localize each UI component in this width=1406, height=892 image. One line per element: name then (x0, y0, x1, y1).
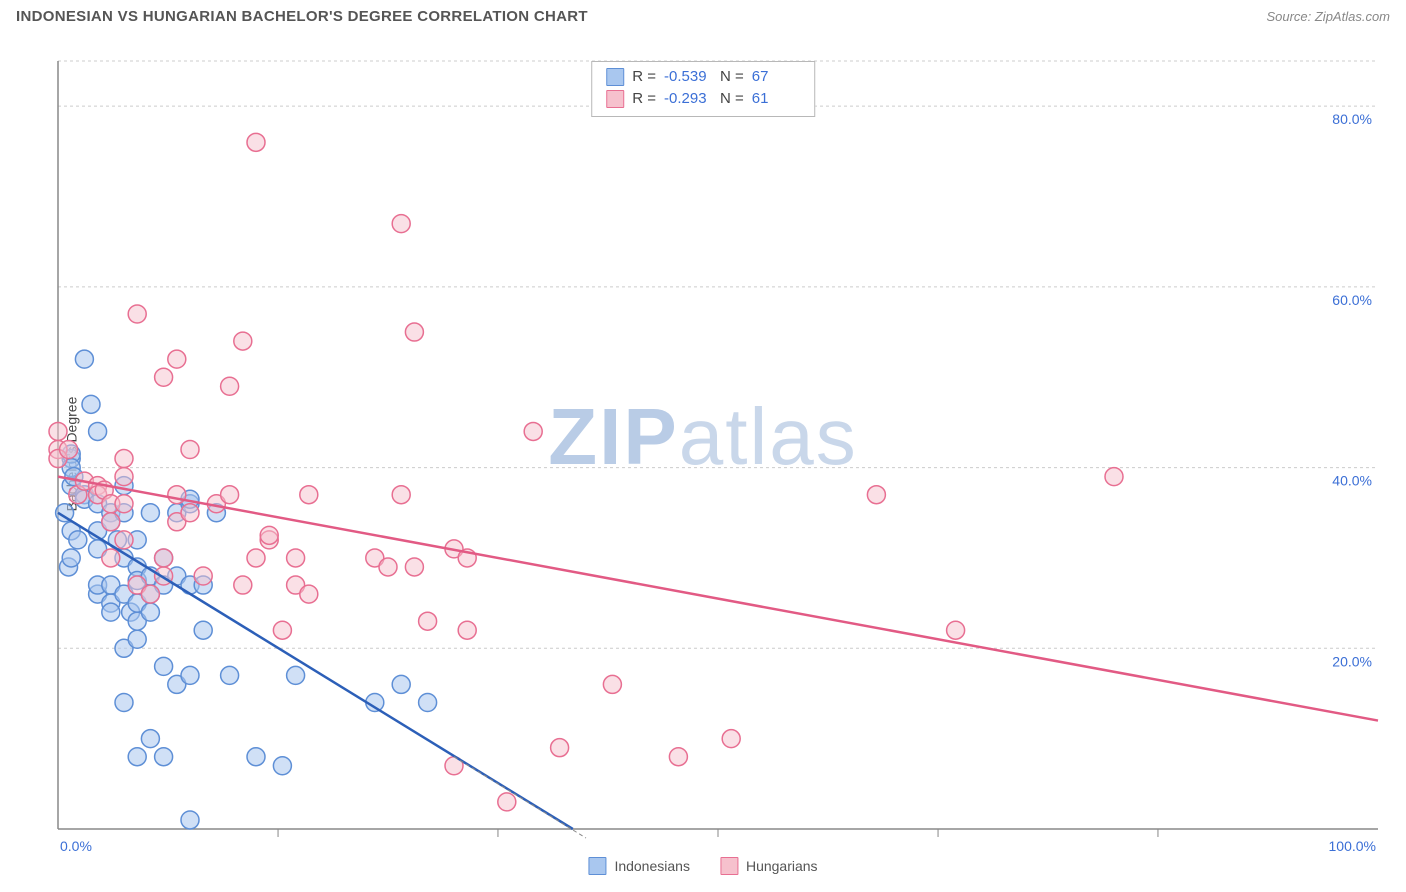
legend-label-indonesians: Indonesians (614, 858, 690, 874)
stat-swatch-hungarians (606, 90, 624, 108)
scatter-plot-svg: 20.0% 40.0% 60.0% 80.0% 0.0% 100.0% (8, 29, 1398, 879)
stat-row-hungarians: R = -0.293 N = 61 (606, 88, 800, 110)
stat-r-label: R = (632, 66, 656, 88)
series-legend: Indonesians Hungarians (588, 857, 817, 875)
legend-label-hungarians: Hungarians (746, 858, 818, 874)
legend-swatch-indonesians (588, 857, 606, 875)
source-label: Source: ZipAtlas.com (1266, 9, 1390, 24)
svg-text:80.0%: 80.0% (1332, 111, 1372, 127)
stat-r-label: R = (632, 88, 656, 110)
chart-header: INDONESIAN VS HUNGARIAN BACHELOR'S DEGRE… (0, 0, 1406, 29)
stat-swatch-indonesians (606, 68, 624, 86)
svg-text:20.0%: 20.0% (1332, 653, 1372, 669)
stat-r-value-1: -0.293 (664, 88, 712, 110)
legend-item-hungarians: Hungarians (720, 857, 818, 875)
stat-n-label: N = (720, 88, 744, 110)
stat-n-value-1: 61 (752, 88, 800, 110)
chart-title: INDONESIAN VS HUNGARIAN BACHELOR'S DEGRE… (16, 8, 588, 25)
svg-text:40.0%: 40.0% (1332, 473, 1372, 489)
legend-swatch-hungarians (720, 857, 738, 875)
stat-n-value-0: 67 (752, 66, 800, 88)
stat-r-value-0: -0.539 (664, 66, 712, 88)
stat-row-indonesians: R = -0.539 N = 67 (606, 66, 800, 88)
correlation-stats-box: R = -0.539 N = 67 R = -0.293 N = 61 (591, 61, 815, 117)
svg-text:0.0%: 0.0% (60, 838, 92, 854)
legend-item-indonesians: Indonesians (588, 857, 690, 875)
stat-n-label: N = (720, 66, 744, 88)
svg-text:60.0%: 60.0% (1332, 292, 1372, 308)
chart-area: Bachelor's Degree ZIPatlas 20.0%40.0%60.… (8, 29, 1398, 879)
svg-text:100.0%: 100.0% (1329, 838, 1376, 854)
